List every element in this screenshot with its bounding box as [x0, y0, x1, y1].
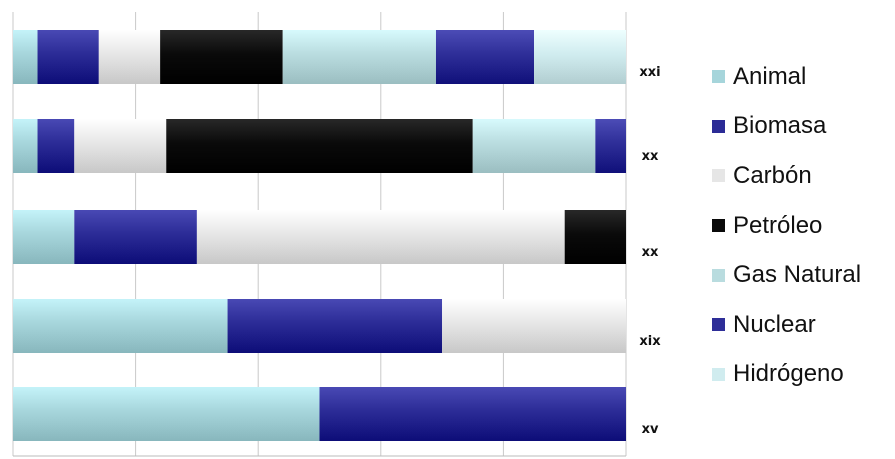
bar-segment-animal — [13, 210, 75, 264]
category-labels: xxi xx xx xix xv — [639, 65, 661, 437]
bar-segment-carb-n — [196, 210, 565, 264]
legend-item-carbon: Carbón — [712, 151, 861, 201]
bar-segment-animal — [13, 30, 38, 84]
legend-item-gas-natural: Gas Natural — [712, 250, 861, 300]
bar-segment-nuclear — [595, 119, 626, 173]
bar-segment-biomasa — [227, 299, 443, 353]
legend-label-biomasa: Biomasa — [733, 112, 827, 140]
legend-swatch-nuclear — [712, 318, 725, 332]
legend-label-gas-natural: Gas Natural — [733, 261, 862, 289]
bar-segment-animal — [13, 387, 320, 441]
legend-item-animal: Animal — [712, 52, 861, 102]
bar-segment-carb-n — [442, 299, 626, 353]
bar-segment-biomasa — [319, 387, 626, 441]
bar-segment-gas-natural — [472, 119, 596, 173]
legend-swatch-gas-natural — [712, 268, 725, 282]
bar-segment-animal — [13, 299, 228, 353]
legend-item-biomasa: Biomasa — [712, 102, 861, 152]
legend-label-hidrogeno: Hidrógeno — [733, 360, 844, 388]
bar-segment-biomasa — [37, 30, 99, 84]
legend-label-animal: Animal — [733, 62, 807, 90]
bar-segment-biomasa — [74, 210, 197, 264]
legend-swatch-biomasa — [712, 119, 725, 133]
bar-segment-petr-leo — [564, 210, 626, 264]
bar-segment-biomasa — [37, 119, 75, 173]
bar-segment-carb-n — [74, 119, 167, 173]
legend-swatch-animal — [712, 70, 725, 84]
legend-item-nuclear: Nuclear — [712, 300, 861, 350]
bar-segment-carb-n — [98, 30, 161, 84]
legend-swatch-hidrogeno — [712, 367, 725, 381]
bars-group — [13, 30, 626, 441]
legend: Animal Biomasa Carbón Petróleo Gas Natur… — [712, 52, 861, 399]
bar-segment-animal — [13, 119, 38, 173]
legend-swatch-petroleo — [712, 219, 725, 233]
bar-segment-petr-leo — [160, 30, 283, 84]
bar-segment-hidr-geno — [534, 30, 626, 84]
legend-label-petroleo: Petróleo — [733, 211, 823, 239]
legend-swatch-carbon — [712, 169, 725, 183]
category-label: xv — [642, 422, 659, 437]
category-label: xx — [642, 245, 659, 260]
legend-item-petroleo: Petróleo — [712, 201, 861, 251]
legend-item-hidrogeno: Hidrógeno — [712, 350, 861, 400]
bar-segment-nuclear — [435, 30, 535, 84]
category-label: xix — [639, 334, 661, 349]
bar-segment-petr-leo — [166, 119, 473, 173]
category-label: xxi — [639, 65, 660, 80]
category-label: xx — [642, 149, 659, 164]
bar-segment-gas-natural — [282, 30, 436, 84]
legend-label-nuclear: Nuclear — [733, 310, 816, 338]
legend-label-carbon: Carbón — [733, 161, 812, 189]
